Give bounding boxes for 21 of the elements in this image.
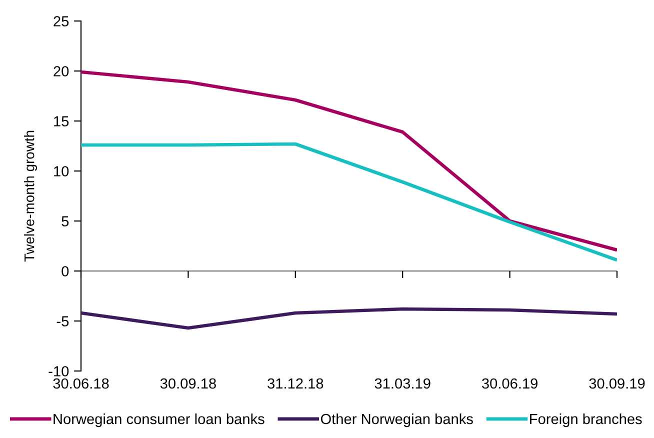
y-tick-label: 0 <box>62 266 69 276</box>
y-tick-label: 15 <box>54 116 69 126</box>
legend-label: Other Norwegian banks <box>320 413 473 428</box>
legend-label: Foreign branches <box>530 413 642 428</box>
line-series <box>81 142 617 262</box>
legend-label: Norwegian consumer loan banks <box>54 413 264 428</box>
x-tick-label: 30.09.19 <box>589 378 645 389</box>
x-tick-label: 31.12.18 <box>268 378 324 389</box>
x-tick-label: 30.09.18 <box>160 378 216 389</box>
x-tick-label: 31.03.19 <box>374 378 430 389</box>
y-tick-label: -10 <box>48 366 69 376</box>
y-tick-label: 25 <box>54 16 69 26</box>
y-axis-title: Twelve-month growth <box>24 130 38 262</box>
x-tick-label: 30.06.18 <box>53 378 109 389</box>
x-tick-label: 30.06.19 <box>482 378 538 389</box>
line-series <box>81 307 617 330</box>
y-tick-label: -5 <box>56 316 69 326</box>
line-series <box>81 70 617 252</box>
y-tick-label: 5 <box>62 216 69 226</box>
y-tick-label: 10 <box>54 166 69 176</box>
y-tick-label: 20 <box>54 66 69 76</box>
